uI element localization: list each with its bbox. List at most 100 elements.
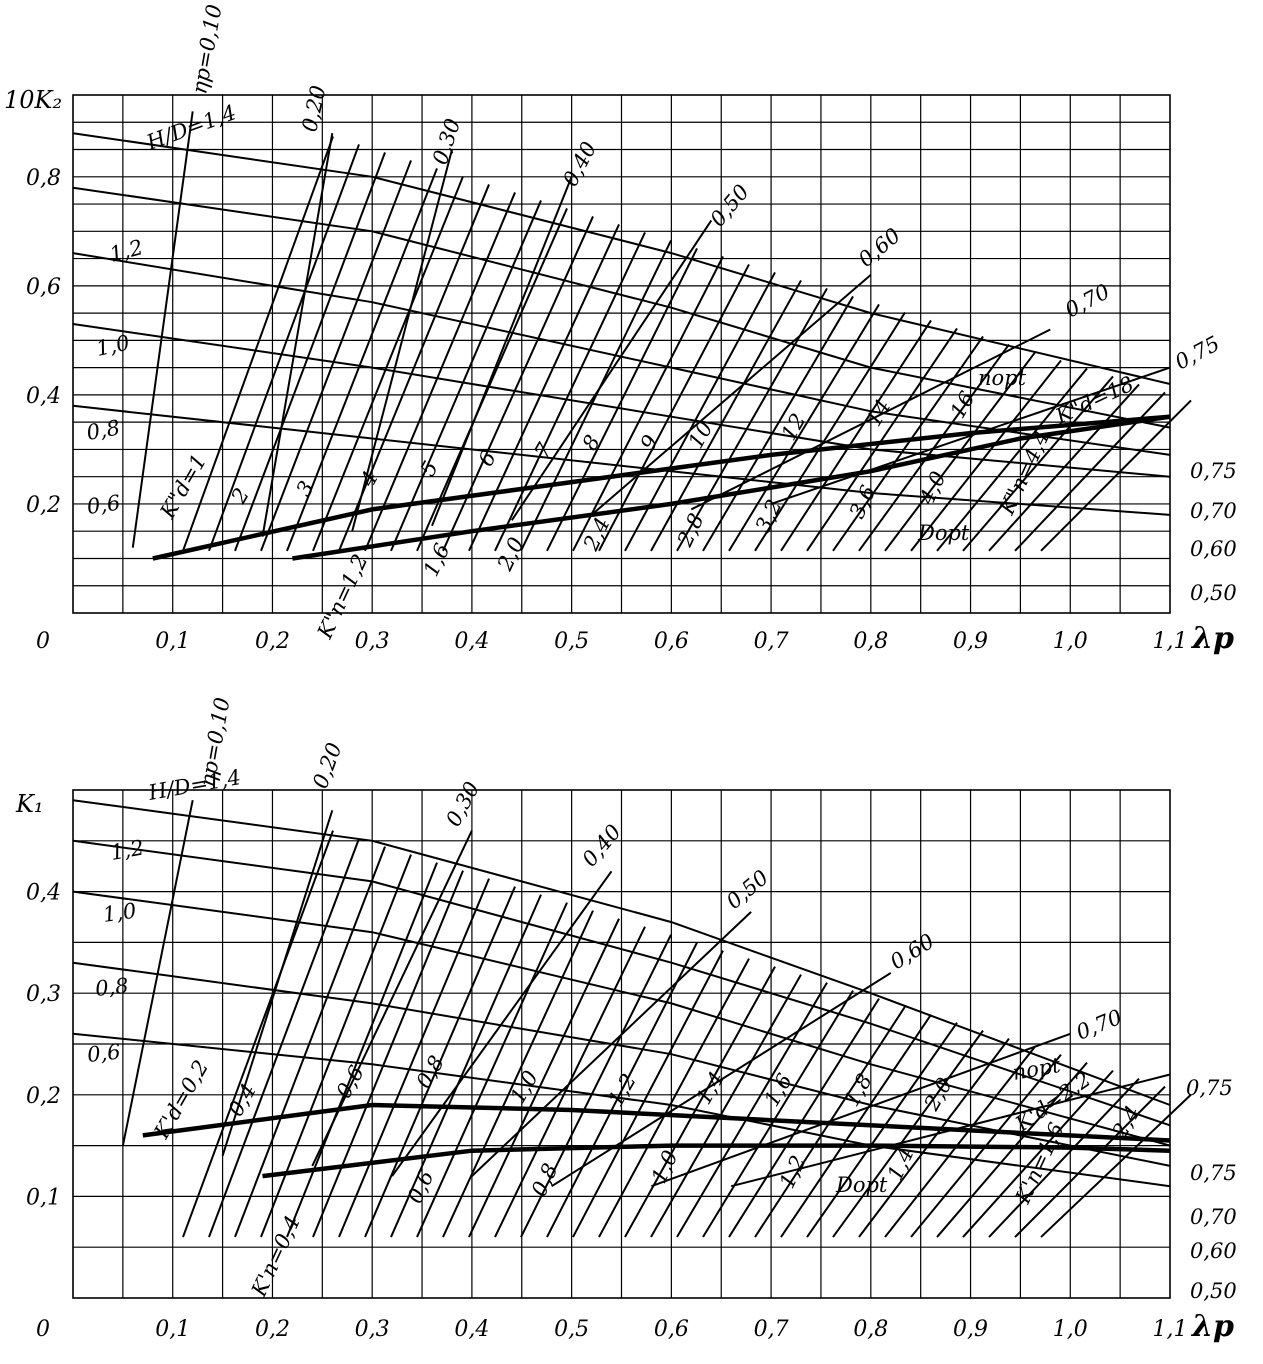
curve-label: 4,0 xyxy=(914,468,950,509)
curve-label: 1,0 xyxy=(506,1067,543,1108)
y-tick-label: 0,1 xyxy=(26,1185,61,1210)
hatch-line xyxy=(858,1038,1010,1238)
hatch-line xyxy=(364,192,516,552)
series-label: 0,6 xyxy=(85,491,121,519)
curve-label: 1,4 xyxy=(883,1144,919,1184)
curve-label: K'n=0,4 xyxy=(246,1212,305,1301)
hatch-line xyxy=(234,846,386,1238)
hatch-line xyxy=(260,160,412,552)
curve-label: nopt xyxy=(1011,1053,1063,1085)
hatch-line xyxy=(650,974,802,1238)
series-label: 0,30 xyxy=(441,778,484,831)
curve-label: 1,2 xyxy=(604,1070,641,1111)
series-label: 0,75 xyxy=(1186,1076,1233,1100)
x-tick-label: 0,9 xyxy=(953,1317,988,1342)
hatch-line xyxy=(910,359,1062,552)
curve-label: 1,6 xyxy=(419,540,455,580)
hatch-line xyxy=(468,918,620,1238)
series-nopt-line xyxy=(152,414,1171,561)
hatch-line xyxy=(650,279,802,552)
curve-label: 0,50 xyxy=(1190,581,1237,605)
series-nopt-line xyxy=(142,1102,1171,1143)
x-tick-label: 0,2 xyxy=(255,629,290,654)
x-tick-label: 0,9 xyxy=(953,629,988,654)
y-tick-label: 0,3 xyxy=(26,982,61,1007)
x-axis-label: λp xyxy=(1190,621,1234,656)
series-1-2-line xyxy=(72,839,1171,1127)
series-label: 0,20 xyxy=(308,740,347,792)
series-1-0-line xyxy=(72,252,1171,456)
series--p-0-10-line xyxy=(121,800,194,1146)
hatch-line xyxy=(182,830,334,1238)
series-label: 0,70 xyxy=(1073,1005,1125,1045)
hatch-line xyxy=(754,311,906,552)
series-h-d-1-4-line xyxy=(72,799,1171,1106)
curve-label: 1,6 xyxy=(760,1070,797,1111)
hatch-line xyxy=(1040,399,1192,552)
hatch-line xyxy=(806,327,958,552)
curve-label: 2,0 xyxy=(492,534,528,575)
hatch-line xyxy=(416,902,568,1238)
curve-label: 8 xyxy=(578,431,605,455)
x-tick-label: 0,5 xyxy=(554,1317,589,1342)
curve-label: nopt xyxy=(978,366,1027,390)
x-tick-label: 0,1 xyxy=(155,1317,190,1342)
series-label: 0,8 xyxy=(94,974,130,1001)
curve-label: 0,70 xyxy=(1190,499,1237,523)
x-tick-label: 0,6 xyxy=(654,629,689,654)
series-0-70-line xyxy=(690,328,1051,511)
y-tick-label: 0,4 xyxy=(26,881,61,906)
hatch-line xyxy=(390,200,542,552)
series-label: 0,75 xyxy=(1171,331,1224,374)
curve-label: Dopt xyxy=(835,1173,888,1197)
y-tick-label: 0,8 xyxy=(26,166,61,191)
chart-bottom: 0,1 0,2 0,3 0,4 0,5 0,6 0,7 0,8 0,9 1,0 1,10,10,20… xyxy=(15,696,1237,1344)
x-tick-label: 0,8 xyxy=(853,629,888,654)
hatch-line xyxy=(728,303,880,552)
series-0-40-line xyxy=(431,176,573,527)
x-tick-label: 0,3 xyxy=(355,1317,390,1342)
y-tick-label: 0,2 xyxy=(26,493,61,518)
origin-label: 0 xyxy=(36,629,50,654)
hatch-line xyxy=(884,1046,1036,1238)
hatch-line xyxy=(208,838,360,1238)
series-label: 1,0 xyxy=(101,899,137,927)
series-label: 1,2 xyxy=(107,235,145,267)
series-label: 0,40 xyxy=(558,138,601,191)
curve-label: 0,75 xyxy=(1190,459,1237,483)
x-tick-label: 0,8 xyxy=(853,1317,888,1342)
series-0-20-line xyxy=(261,133,334,537)
series-label: H/D=1,4 xyxy=(143,100,240,155)
series-1-2-line xyxy=(72,186,1171,429)
series-label: 0,20 xyxy=(297,83,330,134)
hatch-line xyxy=(936,1061,1088,1238)
hatch-line xyxy=(676,982,828,1238)
hatch-line xyxy=(208,144,360,552)
series-dopt-line xyxy=(262,1143,1171,1179)
hatch-line xyxy=(494,926,646,1238)
curve-label: 0,70 xyxy=(1190,1205,1237,1229)
hatch-line xyxy=(676,287,828,552)
hatch-line xyxy=(1014,1085,1166,1238)
series-0-20-line xyxy=(221,809,334,1157)
curve-label: 2,8 xyxy=(672,510,708,551)
hatch-line xyxy=(312,870,464,1238)
series-label: 1,2 xyxy=(109,835,146,864)
hatch-line xyxy=(182,136,334,552)
series-0-75-line xyxy=(770,366,1171,505)
x-tick-label: 0,5 xyxy=(554,629,589,654)
hatch-line xyxy=(520,240,672,552)
hatch-line xyxy=(338,878,490,1238)
x-tick-label: 0,6 xyxy=(654,1317,689,1342)
hatch-line xyxy=(234,152,386,552)
series-label: ηp=0,10 xyxy=(187,3,226,96)
series-label: 0,50 xyxy=(705,180,753,231)
y-axis-label: 10K₂ xyxy=(4,86,62,114)
hatch-line xyxy=(1040,1093,1192,1238)
chart-top: 0,1 0,2 0,3 0,4 0,5 0,6 0,7 0,8 0,9 1,0 1,10,20,40… xyxy=(4,3,1237,656)
x-tick-label: 0,2 xyxy=(255,1317,290,1342)
series-label: 0,40 xyxy=(577,820,625,871)
hatch-line xyxy=(572,255,724,552)
hatch-line xyxy=(624,966,776,1238)
x-axis-label: λp xyxy=(1190,1309,1234,1344)
